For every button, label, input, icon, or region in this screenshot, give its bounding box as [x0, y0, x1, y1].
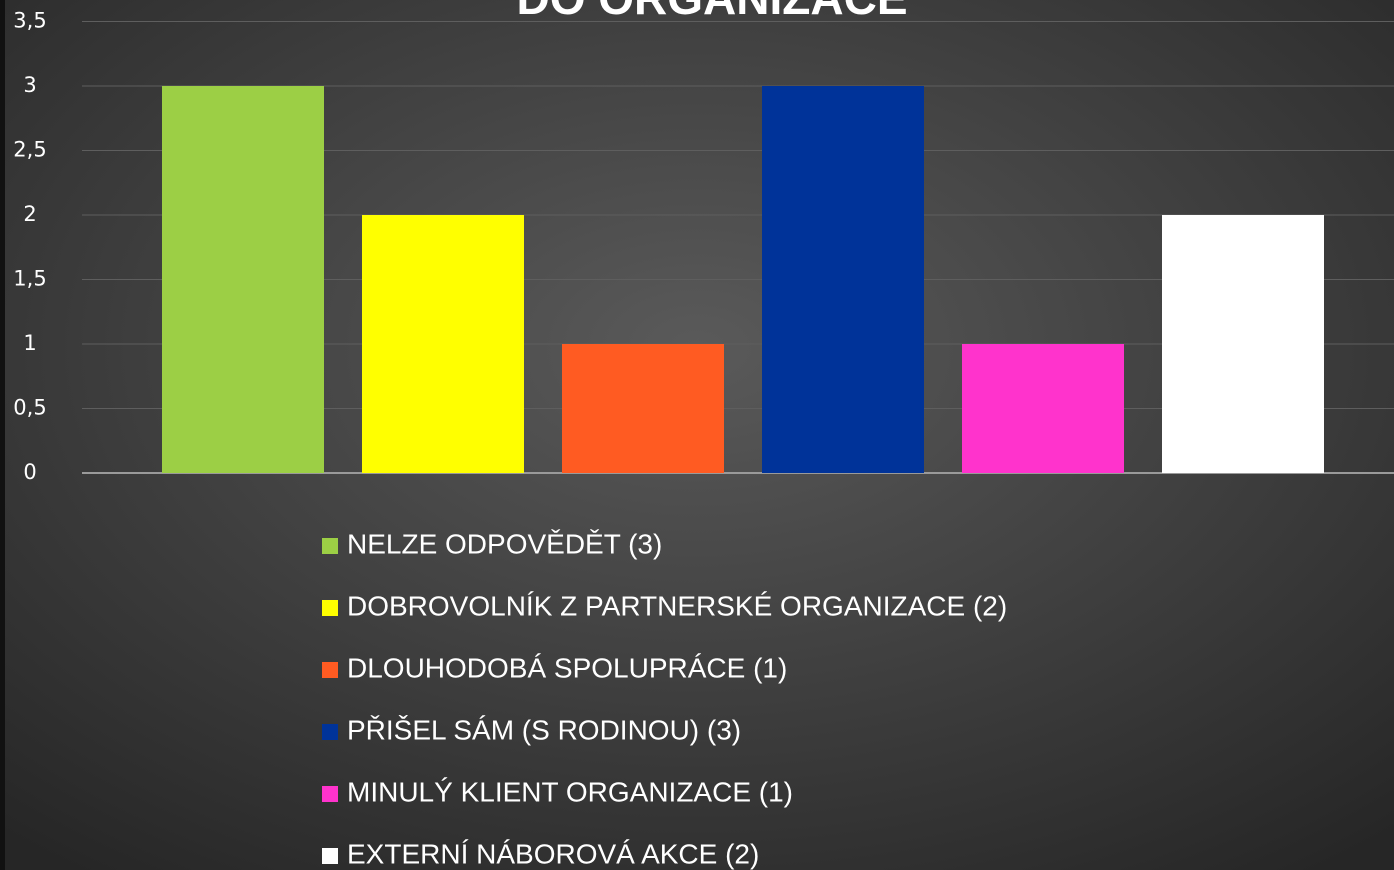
legend-label: NELZE ODPOVĚDĚT (3): [347, 528, 662, 559]
y-tick-label: 0: [23, 460, 36, 484]
y-tick-label: 3,5: [13, 9, 46, 33]
bar: [562, 344, 724, 473]
y-tick-label: 2: [23, 202, 36, 226]
y-tick-label: 3: [23, 73, 36, 97]
bar: [962, 344, 1124, 473]
bar: [762, 86, 924, 473]
y-tick-label: 1,5: [13, 267, 46, 291]
bar: [162, 86, 324, 473]
legend-swatch: [322, 848, 338, 864]
left-edge: [0, 0, 5, 870]
bar: [362, 215, 524, 473]
bar: [1162, 215, 1324, 473]
chart-title: DO ORGANIZACE: [517, 0, 908, 24]
legend-label: MINULÝ KLIENT ORGANIZACE (1): [347, 776, 793, 807]
legend-swatch: [322, 600, 338, 616]
legend-label: EXTERNÍ NÁBOROVÁ AKCE (2): [347, 838, 759, 869]
legend-label: DLOUHODOBÁ SPOLUPRÁCE (1): [347, 652, 787, 683]
y-tick-label: 2,5: [13, 138, 46, 162]
legend-swatch: [322, 538, 338, 554]
legend-label: DOBROVOLNÍK Z PARTNERSKÉ ORGANIZACE (2): [347, 590, 1007, 621]
legend-swatch: [322, 786, 338, 802]
y-tick-label: 0,5: [13, 396, 46, 420]
legend-swatch: [322, 724, 338, 740]
legend-swatch: [322, 662, 338, 678]
legend-label: PŘIŠEL SÁM (S RODINOU) (3): [347, 714, 741, 745]
y-tick-label: 1: [23, 331, 36, 355]
